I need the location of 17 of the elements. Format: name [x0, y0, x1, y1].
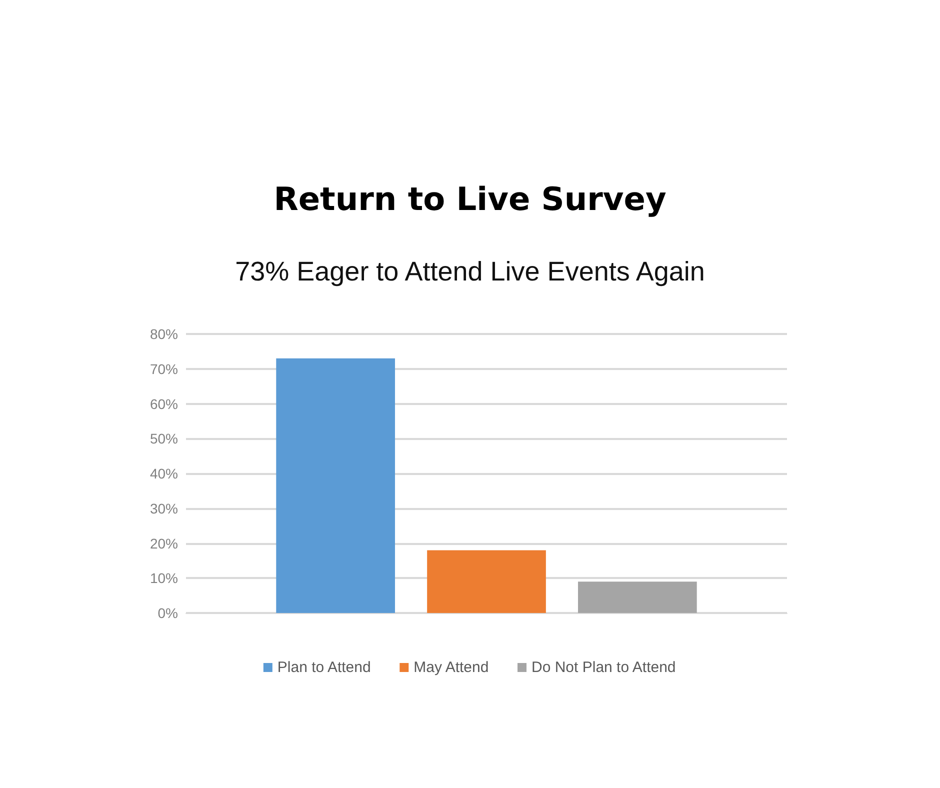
y-tick-label: 50% — [150, 430, 178, 447]
bar — [427, 550, 546, 613]
legend-label: Do Not Plan to Attend — [532, 659, 676, 676]
bar — [578, 582, 697, 613]
y-tick-label: 0% — [158, 605, 178, 621]
bar — [276, 358, 395, 613]
y-tick-label: 40% — [150, 466, 178, 482]
legend-label: May Attend — [414, 659, 489, 676]
y-tick-label: 20% — [150, 535, 178, 552]
y-tick-label: 80% — [150, 326, 178, 342]
chart-title: Return to Live Survey — [274, 180, 666, 218]
y-tick-label: 30% — [150, 500, 178, 516]
chart-subtitle: 73% Eager to Attend Live Events Again — [235, 256, 705, 286]
legend-label: Plan to Attend — [277, 659, 371, 676]
y-tick-label: 70% — [150, 360, 178, 377]
y-tick-label: 10% — [150, 570, 178, 586]
y-tick-label: 60% — [150, 396, 178, 412]
